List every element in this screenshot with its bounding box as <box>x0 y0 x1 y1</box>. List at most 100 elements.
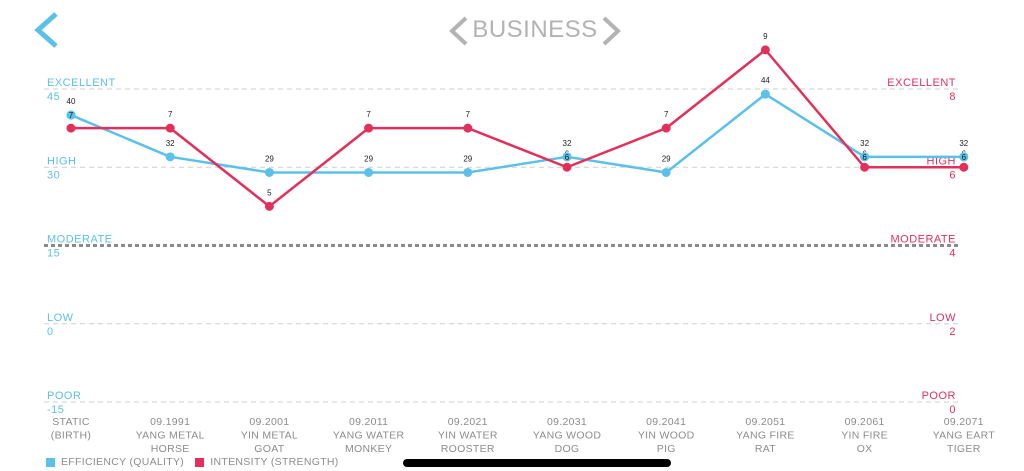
point-badge-0 <box>66 110 76 120</box>
x-tick-label-8-0: 09.2061 <box>845 416 885 428</box>
left-level-label-low: LOW <box>47 312 74 324</box>
series-1-data-label-6: 7 <box>664 110 669 119</box>
series-0-data-label-8: 32 <box>860 139 869 148</box>
series-1-point-6 <box>661 123 671 133</box>
series-0-data-label-7: 44 <box>761 76 770 85</box>
series-1-data-label-7: 9 <box>763 32 768 41</box>
series-1-data-label-1: 7 <box>168 110 173 119</box>
series-0-point-4 <box>463 167 473 177</box>
series-1-point-4 <box>463 123 473 133</box>
left-level-label-poor: POOR <box>47 390 81 402</box>
right-tick-value-low: 2 <box>949 326 956 338</box>
series-1-point-2 <box>264 201 274 211</box>
point-badge-text-5: 6 <box>565 153 570 162</box>
series-1-data-label-4: 7 <box>466 110 471 119</box>
right-level-label-moderate: MODERATE <box>890 234 956 246</box>
home-indicator <box>403 459 671 467</box>
series-0-data-label-6: 29 <box>662 154 671 163</box>
series-1-point-8 <box>860 162 870 172</box>
left-level-label-high: HIGH <box>47 155 77 167</box>
x-tick-label-6-2: PIG <box>657 443 676 455</box>
back-chevron-icon[interactable] <box>30 10 66 50</box>
x-tick-label-4-2: ROOSTER <box>441 443 495 455</box>
x-tick-label-3-2: MONKEY <box>345 443 392 455</box>
left-tick-value-high: 30 <box>47 169 60 181</box>
series-0-data-label-3: 29 <box>364 154 373 163</box>
x-tick-label-7-0: 09.2051 <box>745 416 785 428</box>
x-tick-label-7-2: RAT <box>755 443 776 455</box>
x-tick-label-9-2: TIGER <box>947 443 981 455</box>
point-badge-8 <box>860 152 870 162</box>
x-tick-label-5-0: 09.2031 <box>547 416 587 428</box>
series-layer: 4032292929322944323277577679667666 <box>66 32 969 211</box>
right-level-label-excellent: EXCELLENT <box>887 77 956 89</box>
right-tick-value-excellent: 8 <box>949 91 956 103</box>
x-tick-label-4-0: 09.2021 <box>448 416 488 428</box>
x-tick-label-8-2: OX <box>857 443 873 455</box>
point-badge-text-8: 6 <box>862 153 867 162</box>
title-row: BUSINESS <box>0 10 1024 50</box>
series-0-point-2 <box>264 167 274 177</box>
point-badge-5 <box>562 152 572 162</box>
point-badge-text-0: 7 <box>69 111 74 120</box>
x-tick-label-1-2: HORSE <box>151 443 190 455</box>
series-0-data-label-0: 40 <box>67 97 76 106</box>
right-tick-value-high: 6 <box>949 169 956 181</box>
legend-label-efficiency: EFFICIENCY (QUALITY) <box>61 456 185 468</box>
right-tick-value-moderate: 4 <box>949 248 956 260</box>
x-tick-label-8-1: YIN FIRE <box>841 430 888 442</box>
legend: EFFICIENCY (QUALITY) INTENSITY (STRENGTH… <box>46 456 347 470</box>
x-tick-label-3-1: YANG WATER <box>333 430 405 442</box>
series-0-point-3 <box>364 167 374 177</box>
series-0-data-label-5: 32 <box>563 139 572 148</box>
left-tick-value-poor: -15 <box>47 404 64 416</box>
left-tick-value-moderate: 15 <box>47 248 60 260</box>
series-0-point-7 <box>760 89 770 99</box>
right-level-label-poor: POOR <box>922 390 956 402</box>
series-0-point-6 <box>661 167 671 177</box>
legend-item-efficiency: EFFICIENCY (QUALITY) <box>46 456 184 468</box>
left-level-label-moderate: MODERATE <box>47 234 113 246</box>
x-tick-label-1-0: 09.1991 <box>150 416 190 428</box>
prev-chevron-icon[interactable] <box>444 14 472 48</box>
next-chevron-icon[interactable] <box>598 14 626 48</box>
x-tick-label-4-1: YIN WATER <box>438 430 498 442</box>
legend-swatch-intensity <box>195 457 205 467</box>
legend-swatch-efficiency <box>46 457 55 467</box>
series-1-point-7 <box>760 45 770 55</box>
page-title: BUSINESS <box>472 16 598 43</box>
x-tick-label-5-1: YANG WOOD <box>533 430 602 442</box>
series-0-data-label-4: 29 <box>463 154 472 163</box>
x-tick-label-5-2: DOG <box>555 443 580 455</box>
x-tick-label-7-1: YANG FIRE <box>736 430 795 442</box>
legend-label-intensity: INTENSITY (STRENGTH) <box>210 456 339 468</box>
series-0-point-1 <box>165 152 175 162</box>
right-tick-value-poor: 0 <box>949 404 956 416</box>
x-tick-label-0-0: STATIC <box>52 416 90 428</box>
right-level-label-high: HIGH <box>927 155 957 167</box>
x-tick-label-1-1: YANG METAL <box>136 430 205 442</box>
series-1-point-1 <box>165 123 175 133</box>
point-badge-9 <box>959 152 969 162</box>
series-0-data-label-1: 32 <box>166 139 175 148</box>
series-1-point-0 <box>66 123 76 133</box>
series-line-1 <box>71 48 964 208</box>
left-level-label-excellent: EXCELLENT <box>47 77 116 89</box>
grid-layer <box>44 88 960 403</box>
x-tick-label-6-0: 09.2041 <box>646 416 686 428</box>
series-line-0 <box>70 92 964 174</box>
x-tick-label-0-1: (BIRTH) <box>51 430 91 442</box>
axis-labels-layer: EXCELLENT 45 EXCELLENT 8 HIGH 30 HIGH 6 MODERATE… <box>47 77 956 416</box>
left-tick-value-low: 0 <box>47 326 54 338</box>
x-tick-label-6-1: YIN WOOD <box>638 430 695 442</box>
x-tick-label-3-0: 09.2011 <box>349 416 388 428</box>
legend-item-intensity: INTENSITY (STRENGTH) <box>195 456 338 468</box>
series-1-data-label-3: 7 <box>366 110 371 119</box>
left-tick-value-excellent: 45 <box>47 91 60 103</box>
series-1-point-5 <box>562 162 572 172</box>
x-tick-label-2-1: YIN METAL <box>241 430 298 442</box>
right-level-label-low: LOW <box>929 312 956 324</box>
point-badge-text-9: 6 <box>962 153 967 162</box>
